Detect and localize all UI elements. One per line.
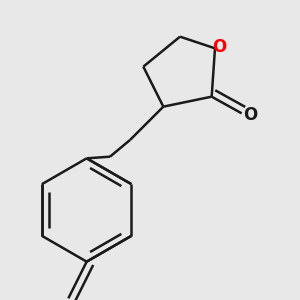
Text: O: O xyxy=(243,106,257,124)
Text: O: O xyxy=(212,38,226,56)
